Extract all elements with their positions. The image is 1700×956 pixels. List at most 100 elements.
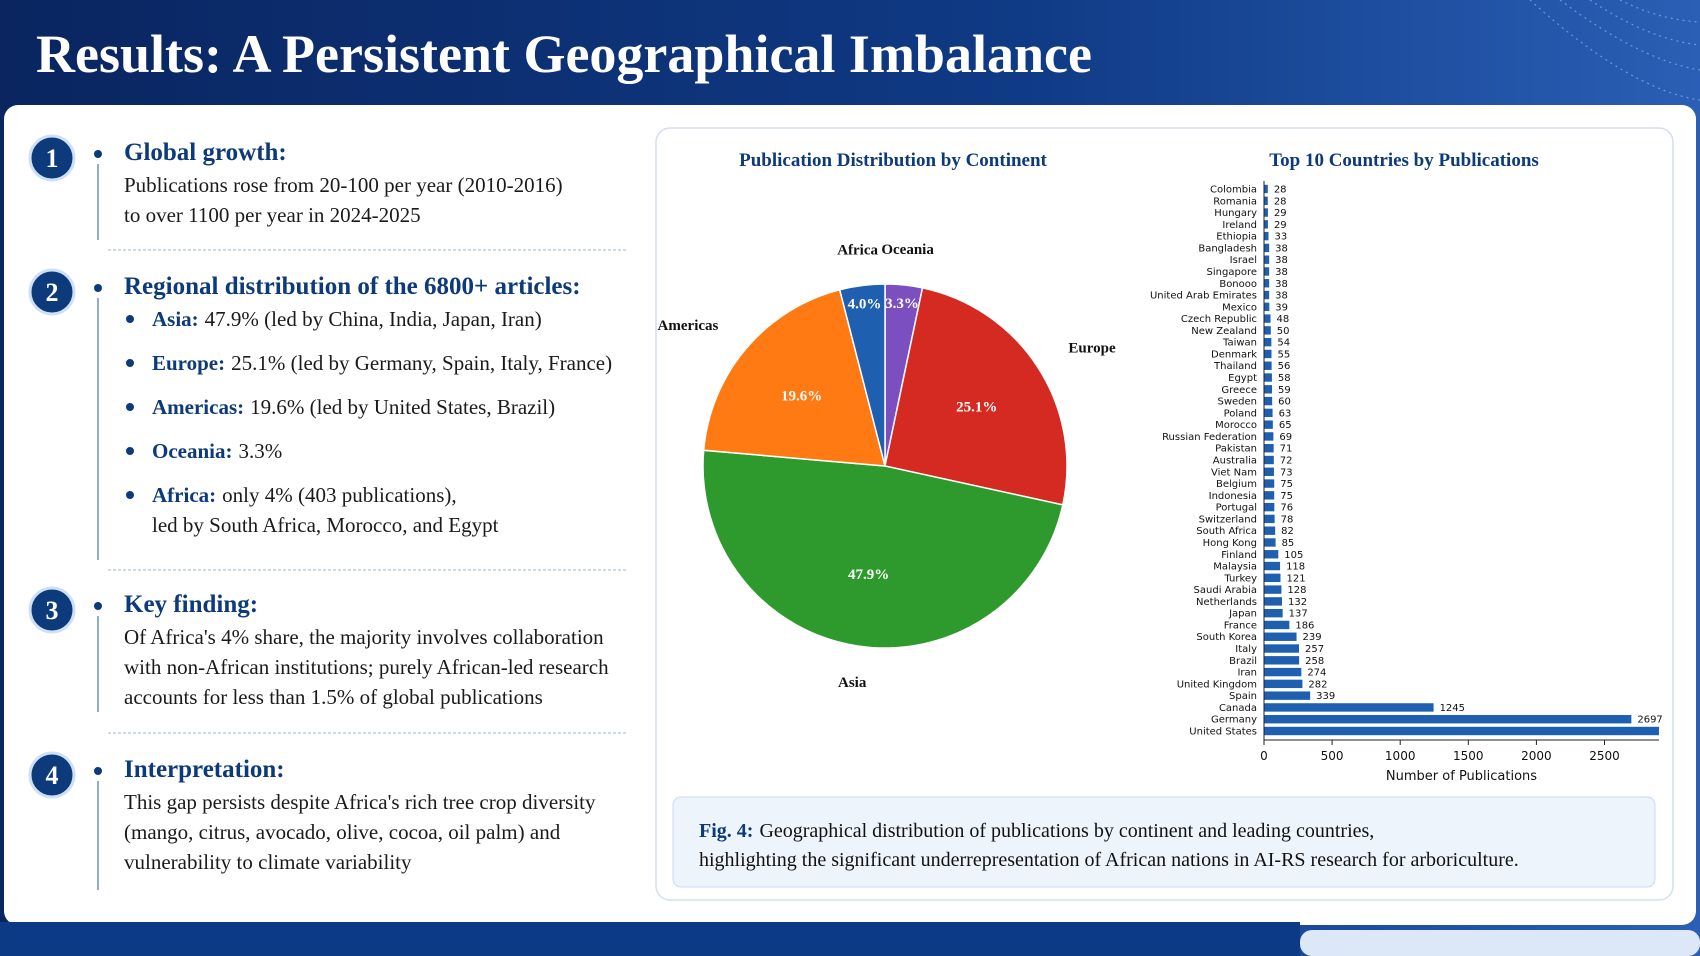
y-tick-label: Iran (1237, 668, 1257, 679)
bullet-line: Europe: 25.1% (led by Germany, Spain, Ita… (152, 351, 612, 375)
bar (1264, 220, 1268, 229)
bar (1264, 491, 1275, 500)
bar-value: 38 (1275, 243, 1288, 254)
y-tick-label: Sweden (1217, 397, 1257, 408)
y-tick-label: Hungary (1214, 208, 1257, 219)
bar (1264, 608, 1283, 618)
bar (1264, 514, 1275, 524)
bar-value: 75 (1280, 479, 1293, 490)
bar-value: 75 (1280, 491, 1293, 502)
caption-line: highlighting the significant underrepres… (699, 849, 1519, 871)
bar-value: 48 (1277, 314, 1290, 325)
bar-value: 274 (1307, 668, 1326, 679)
bar (1264, 290, 1270, 300)
y-tick-label: France (1224, 620, 1257, 631)
bar (1264, 444, 1274, 453)
section-text: Of Africa's 4% share, the majority invol… (124, 625, 604, 649)
bar-value: 186 (1295, 620, 1314, 631)
section-number: 1 (46, 144, 59, 173)
y-tick-label: Indonesia (1209, 491, 1257, 502)
footer-band (1300, 930, 1700, 956)
y-tick-label: Israel (1230, 255, 1257, 266)
x-tick-label: 0 (1260, 749, 1268, 763)
bar-value: 50 (1277, 326, 1290, 337)
section-number: 4 (46, 761, 59, 790)
x-tick-label: 1000 (1385, 749, 1416, 763)
x-tick-label: 500 (1321, 749, 1344, 763)
y-tick-label: United Kingdom (1177, 679, 1257, 690)
bar-value: 59 (1278, 385, 1291, 396)
y-tick-label: Thailand (1213, 361, 1257, 372)
y-tick-label: Germany (1211, 715, 1257, 726)
section-heading: Global growth: (124, 139, 287, 166)
bar (1264, 526, 1276, 535)
bar-value: 1245 (1440, 703, 1465, 714)
bar (1264, 267, 1270, 276)
y-tick-label: Turkey (1223, 573, 1257, 584)
bar-value: 60 (1278, 397, 1291, 408)
y-tick-label: New Zealand (1191, 326, 1257, 337)
bar (1264, 585, 1282, 594)
bar-value: 56 (1278, 361, 1291, 372)
pie-slice (702, 449, 1064, 649)
footer-band (0, 922, 1300, 956)
y-tick-label: Taiwan (1222, 338, 1257, 349)
y-tick-label: Switzerland (1199, 514, 1257, 525)
y-tick-label: Bonooo (1219, 279, 1257, 290)
bar (1264, 715, 1632, 724)
bullet-label: Europe: (152, 351, 225, 375)
bullet-dot (126, 315, 134, 323)
y-tick-label: Romania (1213, 196, 1257, 207)
bar (1264, 302, 1270, 312)
x-tick-label: 2000 (1521, 749, 1552, 763)
bar-value: 38 (1275, 255, 1288, 266)
bar-value: 118 (1286, 562, 1305, 573)
bullet-text: 3.3% (238, 439, 282, 463)
y-tick-label: Ireland (1222, 220, 1257, 231)
section-text: to over 1100 per year in 2024-2025 (124, 203, 421, 227)
bar-value: 85 (1282, 538, 1295, 549)
bar-value: 258 (1305, 656, 1324, 667)
bar (1264, 361, 1272, 370)
slice-value: 25.1% (956, 400, 997, 416)
timeline-dot (94, 602, 102, 610)
bar (1264, 703, 1434, 712)
slide-title: Results: A Persistent Geographical Imbal… (36, 24, 1092, 84)
bar-value: 28 (1274, 196, 1287, 207)
bar-value: 38 (1275, 279, 1288, 290)
bar-value: 72 (1280, 456, 1293, 467)
y-tick-label: Italy (1235, 644, 1257, 655)
y-tick-label: Japan (1228, 609, 1257, 620)
bullet-line: Americas: 19.6% (led by United States, Br… (152, 395, 555, 419)
y-tick-label: Bangladesh (1198, 243, 1257, 254)
bar-value: 339 (1316, 691, 1335, 702)
bullet-label: Oceania: (152, 439, 232, 463)
bullet-dot (126, 491, 134, 499)
caption-line: Fig. 4: Geographical distribution of publ… (699, 820, 1374, 842)
y-tick-label: Netherlands (1196, 597, 1257, 608)
section-text: Publications rose from 20-100 per year (… (124, 173, 563, 197)
bullet-line: Africa: only 4% (403 publications), (152, 483, 457, 507)
bar-value: 29 (1274, 220, 1287, 231)
bullet-text: 47.9% (led by China, India, Japan, Iran) (205, 307, 542, 331)
slice-label: Oceania (881, 242, 934, 258)
y-tick-label: Viet Nam (1211, 467, 1257, 478)
bar (1264, 420, 1273, 429)
number-badge (28, 134, 76, 182)
bar (1264, 467, 1274, 476)
y-tick-label: Spain (1229, 691, 1257, 702)
bar (1264, 243, 1270, 253)
bar-value: 28 (1274, 185, 1287, 196)
pie-slice (838, 283, 886, 467)
bullet-dot (126, 447, 134, 455)
number-badge (28, 268, 76, 316)
slice-value: 3.3% (885, 296, 919, 312)
bar (1264, 184, 1268, 194)
decoration (1529, 0, 1700, 101)
bar (1264, 279, 1270, 288)
x-axis-label: Number of Publications (1386, 769, 1537, 784)
bar-value: 82 (1281, 526, 1294, 537)
y-tick-label: Brazil (1229, 656, 1257, 667)
